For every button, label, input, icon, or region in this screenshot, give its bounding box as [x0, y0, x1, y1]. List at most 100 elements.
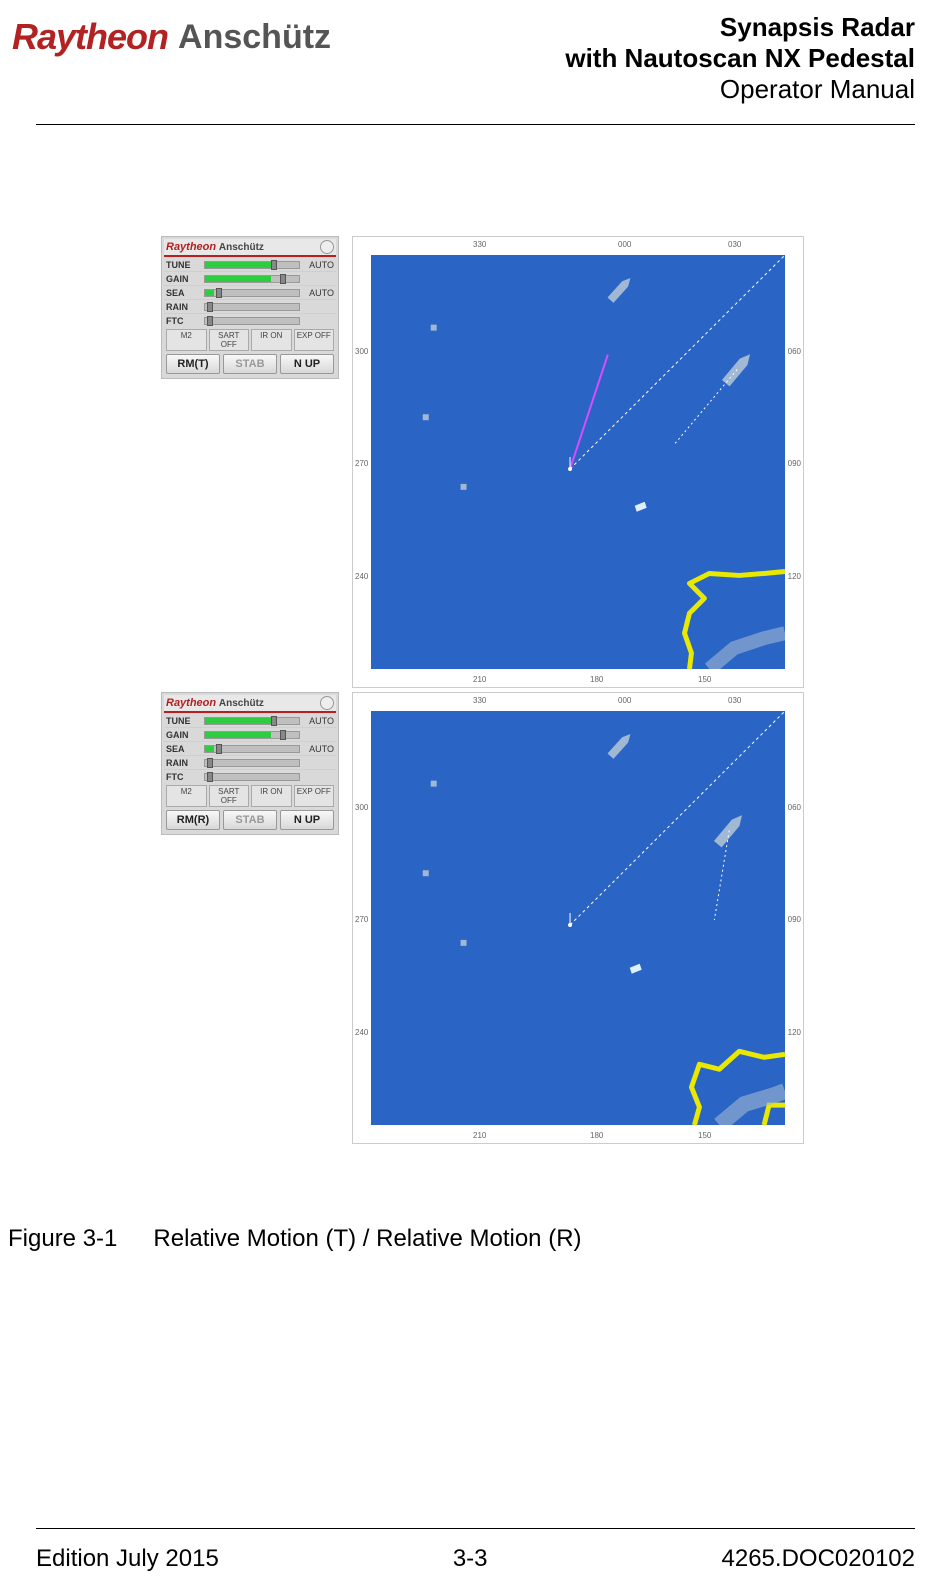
gain-bar[interactable] [204, 731, 300, 739]
ftc-bar[interactable] [204, 773, 300, 781]
panel-logo: Raytheon Anschütz [164, 239, 336, 257]
tick-210: 210 [473, 675, 486, 684]
panel-sub: Anschütz [219, 242, 264, 253]
sea-auto[interactable]: AUTO [304, 744, 334, 754]
tick-030: 030 [728, 240, 741, 249]
tick-120: 120 [788, 572, 801, 581]
tick-030: 030 [728, 696, 741, 705]
figure-text: Relative Motion (T) / Relative Motion (R… [153, 1225, 581, 1253]
header-rule [36, 124, 915, 125]
ftc-bar[interactable] [204, 317, 300, 325]
main-button-row: RM(R) STAB N UP [164, 807, 336, 830]
orientation-button[interactable]: N UP [280, 354, 334, 374]
tick-000: 000 [618, 240, 631, 249]
radar-display-t: 330 000 030 060 090 120 210 180 150 300 … [352, 236, 804, 688]
tune-label: TUNE [166, 260, 204, 270]
tick-210: 210 [473, 1131, 486, 1140]
tick-270: 270 [355, 915, 368, 924]
m2-button[interactable]: M2 [166, 785, 207, 807]
ir-button[interactable]: IR ON [251, 329, 292, 351]
page-header: Raytheon Anschütz Synapsis Radar with Na… [0, 0, 951, 116]
tick-300: 300 [355, 347, 368, 356]
ir-button[interactable]: IR ON [251, 785, 292, 807]
rain-row: RAIN [164, 299, 336, 313]
mode-button[interactable]: RM(R) [166, 810, 220, 830]
radar-scope-r [371, 711, 785, 1125]
footer-edition: Edition July 2015 [36, 1545, 219, 1573]
tick-300: 300 [355, 803, 368, 812]
tick-330: 330 [473, 696, 486, 705]
tick-060: 060 [788, 347, 801, 356]
sea-auto[interactable]: AUTO [304, 288, 334, 298]
footer-rule [36, 1528, 915, 1529]
logo-anschutz: Anschütz [178, 18, 331, 57]
doc-title-line1: Synapsis Radar [565, 12, 915, 43]
tune-bar[interactable] [204, 261, 300, 269]
tick-180: 180 [590, 675, 603, 684]
ftc-label: FTC [166, 772, 204, 782]
main-button-row: RM(T) STAB N UP [164, 351, 336, 374]
ftc-row: FTC [164, 313, 336, 327]
figure-number: Figure 3-1 [8, 1225, 117, 1253]
tick-180: 180 [590, 1131, 603, 1140]
sea-label: SEA [166, 288, 204, 298]
logo-raytheon: Raytheon [12, 16, 168, 58]
stab-button[interactable]: STAB [223, 354, 277, 374]
tick-090: 090 [788, 915, 801, 924]
tune-label: TUNE [166, 716, 204, 726]
small-button-row: M2 SART OFF IR ON EXP OFF [164, 327, 336, 351]
footer-doc: 4265.DOC020102 [722, 1545, 915, 1573]
tick-090: 090 [788, 459, 801, 468]
figure-caption: Figure 3-1 Relative Motion (T) / Relativ… [8, 1225, 582, 1253]
gain-row: GAIN [164, 727, 336, 741]
radar-display-r: 330 000 030 060 090 120 210 180 150 300 … [352, 692, 804, 1144]
control-panel-t: Raytheon Anschütz TUNE AUTO GAIN SEA AUT… [161, 236, 339, 379]
gain-label: GAIN [166, 274, 204, 284]
mode-button[interactable]: RM(T) [166, 354, 220, 374]
sea-row: SEA AUTO [164, 741, 336, 755]
sea-label: SEA [166, 744, 204, 754]
stab-button[interactable]: STAB [223, 810, 277, 830]
radar-svg-t [371, 255, 785, 669]
rain-bar[interactable] [204, 759, 300, 767]
tick-270: 270 [355, 459, 368, 468]
tune-auto[interactable]: AUTO [304, 716, 334, 726]
sea-bar[interactable] [204, 289, 300, 297]
logo: Raytheon Anschütz [12, 12, 331, 58]
tune-row: TUNE AUTO [164, 713, 336, 727]
tick-240: 240 [355, 572, 368, 581]
panel-logo: Raytheon Anschütz [164, 695, 336, 713]
tune-row: TUNE AUTO [164, 257, 336, 271]
sart-button[interactable]: SART OFF [209, 329, 250, 351]
ftc-label: FTC [166, 316, 204, 326]
doc-title-line3: Operator Manual [565, 74, 915, 105]
exp-button[interactable]: EXP OFF [294, 785, 335, 807]
tick-000: 000 [618, 696, 631, 705]
sea-row: SEA AUTO [164, 285, 336, 299]
gain-label: GAIN [166, 730, 204, 740]
radar-svg-r [371, 711, 785, 1125]
rain-bar[interactable] [204, 303, 300, 311]
rain-label: RAIN [166, 302, 204, 312]
sart-button[interactable]: SART OFF [209, 785, 250, 807]
orientation-button[interactable]: N UP [280, 810, 334, 830]
panel-logo-icon [320, 696, 334, 710]
small-button-row: M2 SART OFF IR ON EXP OFF [164, 783, 336, 807]
panel-brand: Raytheon [166, 697, 216, 709]
tune-bar[interactable] [204, 717, 300, 725]
gain-bar[interactable] [204, 275, 300, 283]
tick-240: 240 [355, 1028, 368, 1037]
doc-title-block: Synapsis Radar with Nautoscan NX Pedesta… [565, 12, 915, 106]
tune-auto[interactable]: AUTO [304, 260, 334, 270]
panel-brand: Raytheon [166, 241, 216, 253]
tick-330: 330 [473, 240, 486, 249]
tick-150: 150 [698, 1131, 711, 1140]
m2-button[interactable]: M2 [166, 329, 207, 351]
tick-120: 120 [788, 1028, 801, 1037]
footer-page: 3-3 [453, 1545, 488, 1573]
exp-button[interactable]: EXP OFF [294, 329, 335, 351]
panel-sub: Anschütz [219, 698, 264, 709]
sea-bar[interactable] [204, 745, 300, 753]
ftc-row: FTC [164, 769, 336, 783]
panel-logo-icon [320, 240, 334, 254]
